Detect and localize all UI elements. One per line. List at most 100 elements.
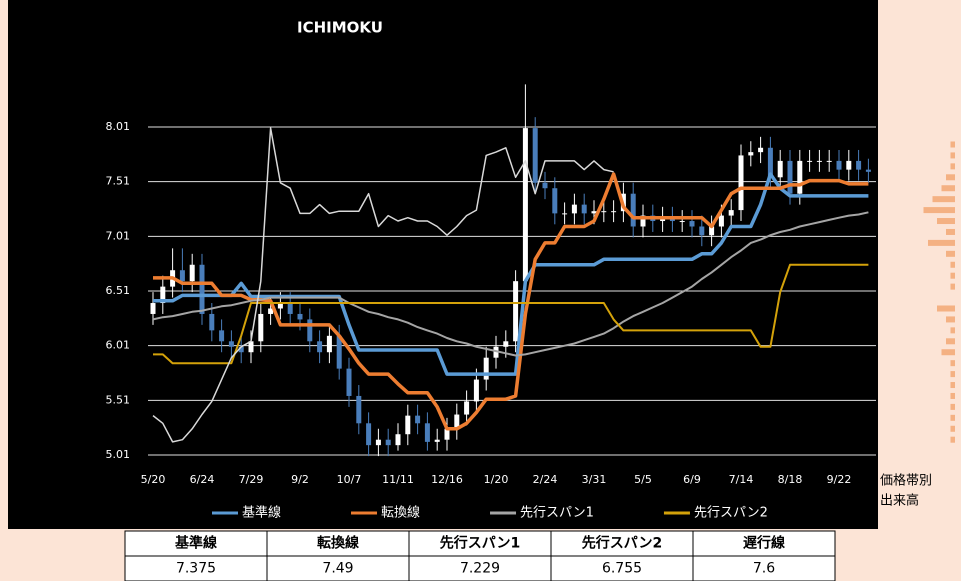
candle-body — [777, 160, 783, 178]
candle-body — [160, 286, 166, 304]
candle-body — [679, 221, 685, 223]
legend-label: 基準線 — [242, 505, 281, 521]
series-line — [153, 172, 869, 376]
candle-body — [699, 226, 705, 236]
volume-bar — [950, 272, 955, 279]
candle-body — [248, 341, 254, 353]
candle-body — [571, 204, 577, 214]
table-value: 7.49 — [322, 561, 353, 577]
candle-body — [728, 210, 734, 216]
series-line — [153, 263, 869, 365]
candle-body — [836, 160, 842, 170]
x-tick-label: 9/2 — [291, 473, 309, 486]
candle-body — [522, 128, 528, 282]
candle-body — [189, 264, 195, 282]
candle-body — [709, 226, 715, 236]
volume-bar — [946, 174, 955, 181]
candle-body — [562, 213, 568, 215]
candle-body — [493, 346, 499, 358]
candle-body — [591, 211, 597, 214]
x-tick-label: 1/20 — [484, 473, 509, 486]
candle-body — [415, 415, 421, 424]
x-tick-label: 7/29 — [239, 473, 264, 486]
candle-body — [375, 439, 381, 446]
candle-body — [503, 341, 509, 347]
table-header: 転換線 — [317, 535, 359, 552]
candle-body — [826, 160, 832, 162]
x-tick-label: 10/7 — [337, 473, 362, 486]
volume-bar — [946, 228, 955, 235]
volume-bar — [950, 436, 955, 443]
candle-body — [287, 303, 293, 314]
candle-body — [228, 341, 234, 347]
table-header: 基準線 — [175, 535, 217, 552]
x-tick-label: 5/5 — [634, 473, 652, 486]
candle-body — [434, 439, 440, 442]
x-tick-label: 8/18 — [778, 473, 803, 486]
series-line — [152, 211, 869, 357]
candle-body — [346, 368, 352, 396]
x-tick-label: 11/11 — [382, 473, 414, 486]
x-tick-label: 6/9 — [683, 473, 701, 486]
candle-body — [640, 215, 646, 227]
candle-body — [738, 155, 744, 211]
volume-bar — [946, 316, 955, 323]
candle-body — [846, 160, 852, 170]
volume-bar — [950, 403, 955, 410]
volume-bar — [950, 283, 955, 290]
candle-body — [258, 313, 264, 342]
volume-bar — [946, 250, 955, 257]
candle-body — [454, 414, 460, 429]
y-tick-label: 7.51 — [106, 175, 131, 188]
volume-bar — [950, 327, 955, 334]
candle-body — [856, 160, 862, 170]
candle-body — [336, 335, 342, 369]
y-tick-label: 6.51 — [106, 284, 131, 297]
volume-bar — [950, 382, 955, 389]
candle-body — [464, 401, 470, 415]
candle-body — [816, 160, 822, 162]
x-tick-label: 7/14 — [729, 473, 754, 486]
x-tick-label: 3/31 — [582, 473, 607, 486]
volume-bar — [937, 218, 955, 225]
candle-body — [865, 169, 871, 172]
chart-background — [8, 0, 878, 529]
candle-body — [307, 319, 313, 342]
volume-bar — [950, 425, 955, 432]
volume-label: 出来高 — [880, 493, 919, 509]
candle-body — [473, 379, 479, 402]
candle-body — [542, 182, 548, 189]
x-tick-label: 2/24 — [533, 473, 558, 486]
volume-bar — [937, 305, 955, 312]
volume-bar — [941, 185, 955, 192]
candle-body — [807, 160, 813, 162]
candle-body — [483, 357, 489, 380]
candle-body — [356, 395, 362, 424]
volume-bar — [950, 141, 955, 148]
legend-label: 転換線 — [381, 505, 420, 521]
y-tick-label: 8.01 — [106, 120, 131, 133]
candle-body — [424, 423, 430, 442]
candle-body — [552, 188, 558, 214]
candle-body — [326, 335, 332, 353]
candle-body — [581, 204, 587, 214]
summary-table: 基準線 7.375 転換線 7.49 先行スパン1 7.229 先行スパン2 6.755 遅行線… — [124, 530, 836, 581]
volume-bar — [950, 152, 955, 159]
candle-body — [797, 160, 803, 194]
series-line — [153, 172, 869, 431]
table-value: 7.375 — [176, 561, 216, 577]
legend-label: 先行スパン1 — [520, 506, 594, 521]
candle-body — [748, 152, 754, 156]
legend-label: 先行スパン2 — [694, 506, 768, 521]
y-tick-label: 7.01 — [106, 229, 131, 242]
volume-bar — [946, 338, 955, 345]
candle-body — [219, 330, 225, 342]
x-tick-label: 6/24 — [190, 473, 215, 486]
table-header: 先行スパン1 — [440, 535, 520, 552]
candle-body — [405, 415, 411, 435]
volume-bar — [950, 392, 955, 399]
candle-body — [199, 264, 205, 314]
candle-body — [444, 428, 450, 440]
